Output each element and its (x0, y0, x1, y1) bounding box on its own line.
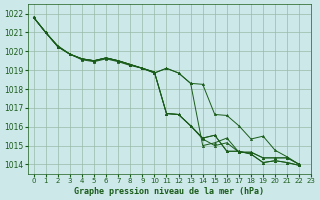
X-axis label: Graphe pression niveau de la mer (hPa): Graphe pression niveau de la mer (hPa) (75, 187, 265, 196)
